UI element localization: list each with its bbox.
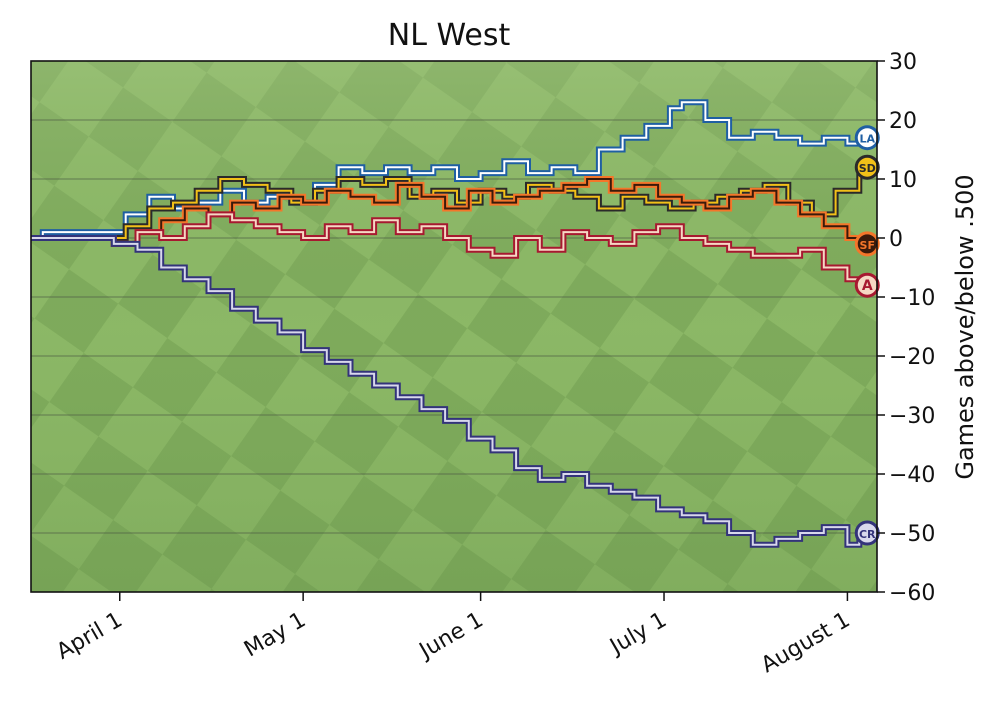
logo-letters: CR bbox=[859, 528, 876, 541]
series-line-inner bbox=[31, 101, 861, 239]
y-tick-label: 30 bbox=[889, 50, 917, 75]
series-lines bbox=[31, 99, 863, 548]
logo-ring bbox=[854, 154, 880, 180]
team-logo-markers: LA SD SF A CR bbox=[854, 125, 880, 546]
y-tick-label: −10 bbox=[889, 286, 935, 311]
x-tick-label: August 1 bbox=[757, 608, 854, 679]
y-tick-label: −50 bbox=[889, 522, 935, 547]
team-logo-a-icon: A bbox=[854, 272, 880, 298]
plot-background bbox=[31, 61, 877, 592]
logo-ring bbox=[854, 125, 880, 151]
series-line-inner bbox=[31, 213, 861, 286]
series-a bbox=[31, 211, 863, 286]
x-tick-label: June 1 bbox=[414, 608, 488, 665]
x-tick-label: April 1 bbox=[53, 608, 127, 665]
logo-letters: A bbox=[862, 278, 873, 294]
series-cr bbox=[31, 235, 863, 548]
series-la bbox=[31, 99, 863, 241]
y-tick-label: −20 bbox=[889, 345, 935, 370]
grass-shading bbox=[31, 61, 877, 592]
plot-frame bbox=[30, 60, 878, 593]
y-tick-label: 0 bbox=[889, 227, 903, 252]
logo-letters: SF bbox=[860, 239, 875, 252]
y-axis-label: Games above/below .500 bbox=[951, 174, 979, 479]
y-tick-label: 10 bbox=[889, 168, 917, 193]
chart-title: NL West bbox=[388, 18, 511, 53]
team-logo-cr-icon: CR bbox=[854, 520, 880, 546]
x-tick-label: May 1 bbox=[240, 608, 310, 663]
team-logo-sf-icon: SF bbox=[854, 231, 880, 257]
y-tick-label: −30 bbox=[889, 404, 935, 429]
y-tick-label: −40 bbox=[889, 463, 935, 488]
y-tick-label: 20 bbox=[889, 109, 917, 134]
logo-letters: LA bbox=[859, 133, 875, 146]
x-tick-label: July 1 bbox=[604, 608, 671, 661]
series-line-inner bbox=[31, 237, 861, 546]
x-axis-ticks: April 1 May 1 June 1 July 1 August 1 bbox=[53, 592, 854, 679]
y-tick-label: −60 bbox=[889, 581, 935, 606]
logo-letters: SD bbox=[859, 162, 876, 175]
y-axis-ticks: 30 20 10 0 −10 −20 −30 −40 −50 −60 bbox=[877, 50, 935, 606]
logo-ring bbox=[854, 272, 880, 298]
team-logo-la-icon: LA bbox=[854, 125, 880, 151]
team-logo-sd-icon: SD bbox=[854, 154, 880, 180]
logo-ring bbox=[854, 231, 880, 257]
